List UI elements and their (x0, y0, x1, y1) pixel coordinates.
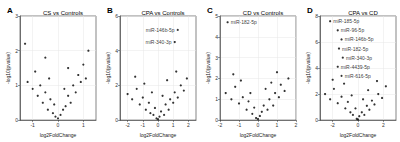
svg-text:4: 4 (115, 48, 118, 54)
svg-text:C: C (207, 6, 213, 15)
svg-text:6: 6 (115, 13, 118, 19)
svg-text:miR-185-5p: miR-185-5p (333, 18, 359, 24)
svg-text:miR-182-5p: miR-182-5p (231, 19, 257, 25)
svg-text:2: 2 (382, 122, 385, 128)
svg-text:8: 8 (315, 13, 318, 19)
svg-text:2: 2 (115, 82, 118, 88)
svg-text:miR-146b-5p: miR-146b-5p (146, 27, 175, 33)
svg-text:3: 3 (15, 13, 18, 19)
svg-text:miR-340-3p: miR-340-3p (346, 55, 372, 61)
svg-text:0: 0 (357, 122, 360, 128)
svg-text:miR-146b-5p: miR-146b-5p (345, 36, 374, 42)
svg-text:0: 0 (157, 122, 160, 128)
svg-text:CS vs Controls: CS vs Controls (43, 10, 83, 16)
svg-text:miR-340-3p: miR-340-3p (145, 39, 171, 45)
svg-text:0: 0 (15, 117, 18, 123)
svg-text:2: 2 (187, 122, 190, 128)
svg-text:CD vs Controls: CD vs Controls (243, 10, 283, 16)
svg-text:2: 2 (215, 75, 218, 81)
svg-text:2: 2 (15, 48, 18, 54)
svg-text:4: 4 (315, 65, 318, 71)
svg-text:0: 0 (215, 117, 218, 124)
svg-text:log2FoldChange: log2FoldChange (40, 132, 77, 138)
svg-text:log2FoldChange: log2FoldChange (140, 132, 177, 138)
svg-text:0: 0 (115, 117, 118, 123)
svg-text:-1: -1 (141, 122, 146, 128)
svg-text:-log10(pvalue): -log10(pvalue) (5, 52, 11, 84)
svg-text:-log10(pvalue): -log10(pvalue) (305, 52, 311, 84)
svg-text:CPA vs Controls: CPA vs Controls (141, 10, 184, 16)
svg-text:miR-4439-5p: miR-4439-5p (341, 64, 370, 70)
svg-text:0: 0 (57, 122, 60, 128)
svg-text:1: 1 (172, 122, 175, 128)
svg-text:6: 6 (315, 39, 318, 45)
svg-text:log2FoldChange: log2FoldChange (240, 132, 277, 138)
svg-text:1: 1 (215, 96, 218, 102)
svg-text:2: 2 (315, 91, 318, 97)
svg-text:miR-182-5p: miR-182-5p (342, 46, 368, 52)
svg-text:log2FoldChange: log2FoldChange (340, 132, 377, 138)
svg-text:-log10(pvalue): -log10(pvalue) (105, 52, 111, 84)
svg-text:-2: -2 (125, 122, 130, 128)
svg-text:0: 0 (257, 122, 260, 128)
svg-text:-1: -1 (30, 122, 35, 128)
svg-text:-2: -2 (218, 122, 223, 128)
svg-text:A: A (7, 6, 13, 15)
svg-text:4: 4 (215, 34, 218, 40)
svg-text:CPA vs CD: CPA vs CD (348, 10, 378, 16)
svg-text:-log10(pvalue): -log10(pvalue) (205, 52, 211, 84)
svg-text:B: B (107, 6, 113, 15)
svg-text:1: 1 (82, 122, 85, 128)
svg-text:-2: -2 (330, 122, 335, 128)
svg-text:D: D (307, 6, 313, 15)
svg-text:0: 0 (315, 117, 318, 123)
svg-text:5: 5 (215, 13, 218, 19)
svg-text:3: 3 (215, 55, 218, 61)
svg-text:1: 1 (276, 122, 279, 128)
svg-text:2: 2 (295, 122, 298, 128)
svg-text:miR-96-5p: miR-96-5p (341, 27, 365, 33)
svg-text:-1: -1 (237, 122, 242, 128)
svg-text:1: 1 (15, 82, 18, 88)
svg-text:miR-616-5p: miR-616-5p (345, 73, 371, 79)
